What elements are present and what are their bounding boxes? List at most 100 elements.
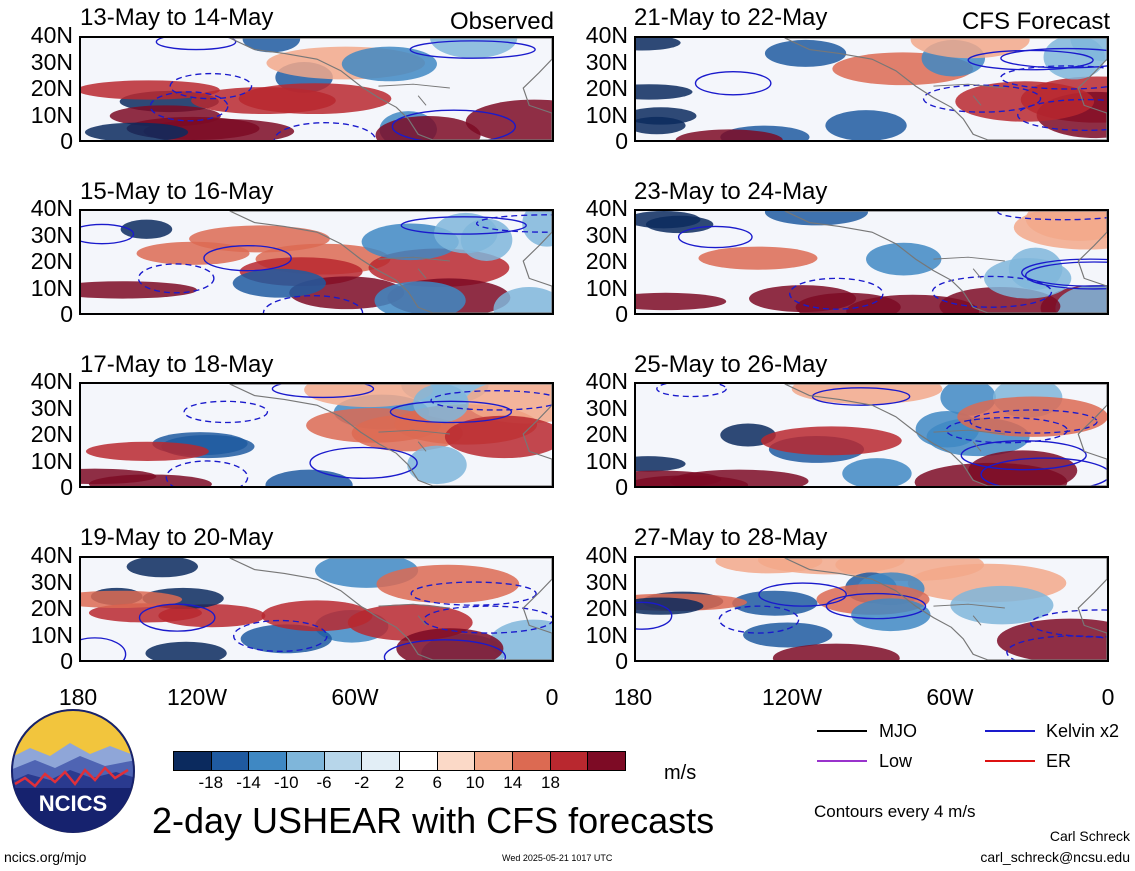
colorbar-swatch-10: [550, 752, 589, 770]
lon-label-0-right: 0: [1101, 684, 1115, 710]
lat-label-8-2: 20N: [585, 595, 628, 621]
legend-swatch-low: [817, 760, 867, 762]
lat-label-6-2: 20N: [585, 421, 628, 447]
map-panel-6: [634, 382, 1109, 488]
lat-label-3-0: 40N: [30, 195, 73, 221]
lon-label-60w-right: 60W: [926, 684, 974, 710]
lat-label-5-4: 0: [60, 474, 73, 500]
lat-label-3-1: 30N: [30, 221, 73, 248]
colorbar-tick-5: 2: [394, 773, 405, 792]
lat-label-6-3: 10N: [585, 447, 628, 474]
lat-label-1-4: 0: [60, 128, 73, 154]
lat-label-1-3: 10N: [30, 101, 73, 128]
lat-label-8-0: 40N: [585, 542, 628, 568]
colorbar-tick-0: -18: [198, 773, 224, 792]
colorbar-swatch-11: [588, 752, 626, 770]
cfs-forecast-tag: CFS Forecast: [961, 8, 1110, 35]
ncics-logo: NCICS: [10, 708, 136, 834]
lat-label-7-0: 40N: [30, 542, 73, 568]
colorbar-tick-6: 6: [432, 773, 442, 792]
lat-label-4-1: 30N: [585, 221, 628, 248]
colorbar-tick-4: -2: [354, 773, 370, 792]
footer-author: Carl Schreck: [1049, 828, 1130, 844]
legend-label-kelvin: Kelvin x2: [1046, 721, 1120, 741]
lat-label-4-3: 10N: [585, 274, 628, 301]
lon-label-180-right: 180: [613, 684, 653, 710]
lon-label-0-left: 0: [545, 684, 559, 710]
colorbar: [173, 751, 626, 771]
colorbar-swatch-8: [475, 752, 514, 770]
colorbar-tick-1: -14: [236, 773, 261, 792]
legend-swatch-mjo: [817, 730, 867, 732]
lat-label-2-4: 0: [615, 128, 628, 154]
main-title: 2-day USHEAR with CFS forecasts: [152, 800, 715, 841]
panel-title-7: 19-May to 20-May: [80, 524, 274, 551]
lat-label-3-2: 20N: [30, 248, 73, 274]
footer-url[interactable]: ncics.org/mjo: [4, 849, 87, 865]
observed-tag: Observed: [449, 8, 554, 35]
legend-label-er: ER: [1046, 751, 1072, 771]
lat-label-2-3: 10N: [585, 101, 628, 128]
lon-label-120w-right: 120W: [761, 684, 823, 710]
legend-swatch-kelvin: [985, 730, 1035, 732]
map-panel-3: [79, 209, 554, 315]
lat-label-4-0: 40N: [585, 195, 628, 221]
panel-title-6: 25-May to 26-May: [634, 351, 828, 378]
lat-label-5-2: 20N: [30, 421, 73, 447]
colorbar-swatch-5: [362, 752, 401, 770]
legend-label-low: Low: [879, 751, 913, 771]
map-panel-8: [634, 556, 1109, 662]
panel-title-8: 27-May to 28-May: [634, 524, 828, 551]
colorbar-tick-9: 18: [541, 773, 560, 792]
lon-label-120w-left: 120W: [166, 684, 228, 710]
legend-label-mjo: MJO: [879, 721, 917, 741]
colorbar-tick-8: 14: [503, 773, 523, 792]
colorbar-unit: m/s: [664, 762, 697, 784]
panel-title-5: 17-May to 18-May: [80, 351, 274, 378]
colorbar-swatch-6: [400, 752, 438, 770]
colorbar-swatch-0: [174, 752, 212, 770]
colorbar-swatch-9: [513, 752, 551, 770]
lat-label-1-1: 30N: [30, 48, 73, 75]
lat-label-5-0: 40N: [30, 368, 73, 394]
footer-timestamp: Wed 2025-05-21 1017 UTC: [502, 853, 613, 863]
footer-email[interactable]: carl_schreck@ncsu.edu: [980, 849, 1130, 865]
lon-label-180-left: 180: [58, 684, 98, 710]
lat-label-3-4: 0: [60, 301, 73, 327]
colorbar-swatch-7: [437, 752, 476, 770]
lat-label-7-3: 10N: [30, 621, 73, 648]
lat-label-7-1: 30N: [30, 568, 73, 595]
colorbar-swatch-3: [287, 752, 325, 770]
lat-label-6-4: 0: [615, 474, 628, 500]
legend-swatch-er: [985, 760, 1035, 762]
panel-title-2: 21-May to 22-May: [634, 4, 828, 31]
lat-label-7-4: 0: [60, 648, 73, 674]
lat-label-2-2: 20N: [585, 75, 628, 101]
panel-title-3: 15-May to 16-May: [80, 178, 274, 205]
contour-note: Contours every 4 m/s: [814, 802, 976, 821]
colorbar-tick-7: 10: [465, 773, 485, 792]
lat-label-6-1: 30N: [585, 394, 628, 421]
map-panel-5: [79, 382, 554, 488]
lat-label-7-2: 20N: [30, 595, 73, 621]
colorbar-swatch-4: [324, 752, 363, 770]
lat-label-2-1: 30N: [585, 48, 628, 75]
lat-label-1-0: 40N: [30, 22, 73, 48]
colorbar-swatch-1: [211, 752, 250, 770]
colorbar-tick-3: -6: [316, 773, 332, 792]
lat-label-1-2: 20N: [30, 75, 73, 101]
colorbar-tick-2: -10: [273, 773, 299, 792]
lat-label-5-1: 30N: [30, 394, 73, 421]
lat-label-2-0: 40N: [585, 22, 628, 48]
lat-label-4-2: 20N: [585, 248, 628, 274]
colorbar-swatch-2: [249, 752, 288, 770]
panel-title-1: 13-May to 14-May: [80, 4, 274, 31]
map-panel-2: [634, 36, 1109, 142]
lat-label-8-1: 30N: [585, 568, 628, 595]
map-panel-4: [634, 209, 1109, 315]
lat-label-4-4: 0: [615, 301, 628, 327]
panel-title-4: 23-May to 24-May: [634, 178, 828, 205]
lat-label-3-3: 10N: [30, 274, 73, 301]
lat-label-6-0: 40N: [585, 368, 628, 394]
map-panel-1: [79, 36, 554, 142]
